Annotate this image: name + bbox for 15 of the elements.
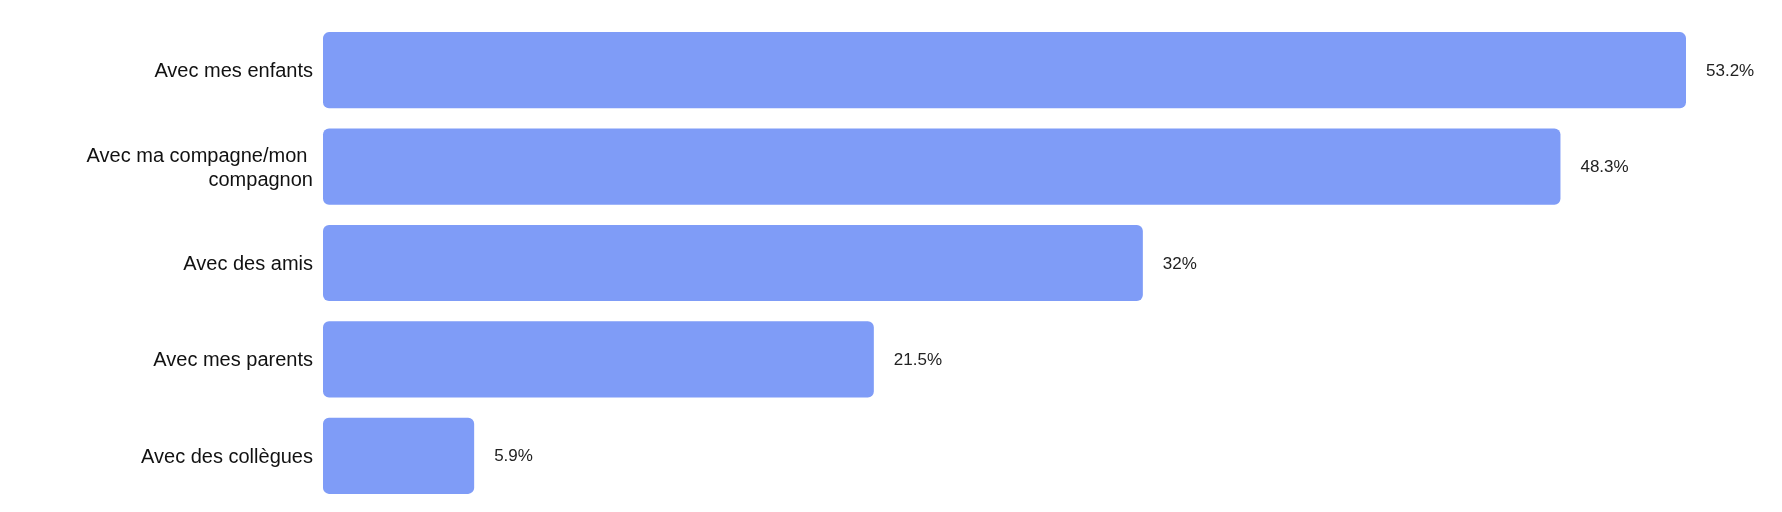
data-label: 53.2% <box>1706 60 1755 80</box>
y-tick-label: Avec des amis <box>183 252 313 274</box>
y-tick-label: Avec des collègues <box>141 444 313 467</box>
bar <box>323 321 874 398</box>
y-tick-label: Avec ma compagne/mon compagnon <box>86 143 313 190</box>
data-label: 5.9% <box>494 446 533 466</box>
y-tick-label: Avec mes parents <box>153 348 313 371</box>
data-label: 48.3% <box>1580 157 1629 177</box>
bar <box>323 128 1561 205</box>
bar <box>323 32 1686 109</box>
data-label: 21.5% <box>893 349 943 369</box>
data-label: 32% <box>1162 253 1197 273</box>
y-tick-label: Avec mes enfants <box>154 59 313 82</box>
bar <box>323 417 475 494</box>
bar <box>323 224 1143 302</box>
